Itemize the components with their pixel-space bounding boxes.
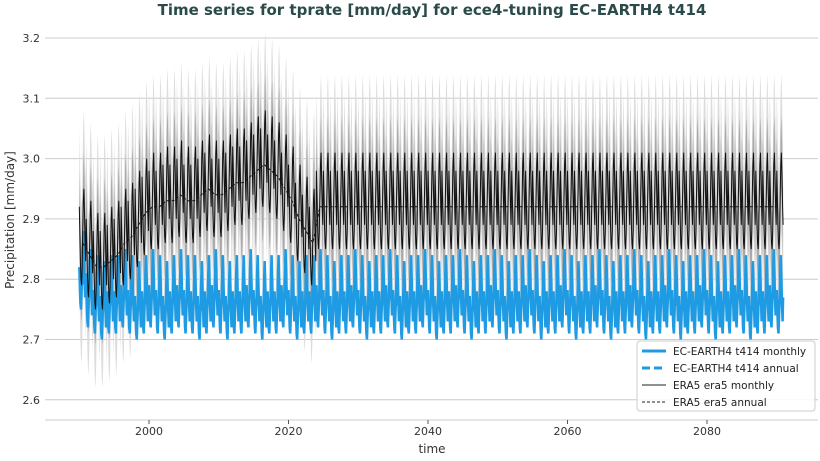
legend-label-ec-monthly: EC-EARTH4 t414 monthly bbox=[673, 346, 806, 358]
x-axis-label: time bbox=[418, 442, 445, 456]
x-tick-label: 2080 bbox=[693, 425, 721, 438]
y-tick-label: 2.9 bbox=[23, 213, 41, 226]
x-tick-labels: 2000 2020 2040 2060 2080 bbox=[135, 420, 721, 438]
y-tick-label: 2.6 bbox=[23, 394, 41, 407]
x-tick-label: 2020 bbox=[275, 425, 303, 438]
x-tick-label: 2060 bbox=[554, 425, 582, 438]
x-tick-label: 2000 bbox=[135, 425, 163, 438]
legend-label-era5-monthly: ERA5 era5 monthly bbox=[673, 380, 774, 392]
y-tick-label: 3.1 bbox=[23, 92, 41, 105]
legend-label-era5-annual: ERA5 era5 annual bbox=[673, 397, 767, 409]
y-tick-label: 2.8 bbox=[23, 273, 41, 286]
y-axis-label: Precipitation [mm/day] bbox=[3, 151, 17, 289]
legend-label-ec-annual: EC-EARTH4 t414 annual bbox=[673, 363, 799, 375]
chart-title: Time series for tprate [mm/day] for ece4… bbox=[158, 1, 707, 19]
legend-box bbox=[636, 340, 816, 412]
series-ec-earth-monthly bbox=[78, 230, 785, 340]
series-lines bbox=[78, 110, 785, 340]
series-ec-earth-annual bbox=[81, 278, 782, 312]
x-tick-label: 2040 bbox=[414, 425, 442, 438]
legend: EC-EARTH4 t414 monthly EC-EARTH4 t414 an… bbox=[636, 340, 816, 412]
series-era5-annual bbox=[82, 163, 781, 268]
y-tick-label: 2.7 bbox=[23, 334, 41, 347]
y-tick-label: 3.2 bbox=[23, 32, 41, 45]
series-era5-monthly bbox=[78, 110, 784, 310]
y-tick-labels: 2.6 2.7 2.8 2.9 3.0 3.1 3.2 bbox=[23, 32, 41, 407]
y-tick-label: 3.0 bbox=[23, 153, 41, 166]
